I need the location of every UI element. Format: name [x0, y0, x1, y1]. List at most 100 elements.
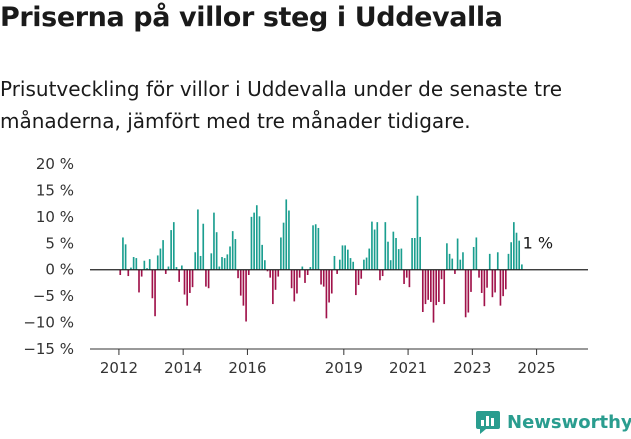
bar — [258, 216, 261, 270]
bar-chart: 20 % 15 % 10 % 5 % 0 % −5 % −10 % −15 % 2012 2014… — [23, 155, 588, 377]
bar — [480, 269, 483, 293]
bar — [266, 269, 269, 272]
bar — [355, 269, 357, 296]
bar — [454, 269, 456, 274]
bar — [413, 238, 416, 270]
bar — [223, 258, 226, 270]
bar — [478, 269, 480, 278]
bar — [138, 269, 140, 293]
bar — [432, 269, 435, 323]
bar — [513, 222, 515, 270]
bar — [333, 255, 336, 270]
x-tick-label: 2019 — [325, 359, 363, 377]
bar — [140, 269, 143, 277]
x-tick-label: 2014 — [164, 359, 202, 377]
bar — [338, 259, 341, 270]
bar — [298, 269, 301, 278]
bar — [143, 260, 146, 270]
bar — [384, 222, 387, 270]
bar — [191, 269, 194, 288]
bar — [381, 269, 384, 277]
bar — [164, 269, 167, 274]
bar — [277, 269, 280, 277]
bar — [424, 269, 427, 305]
bar — [504, 269, 507, 290]
bar — [368, 248, 371, 270]
bar — [438, 269, 440, 302]
bar — [363, 259, 365, 270]
bar — [218, 266, 221, 270]
bar — [199, 255, 202, 270]
bar — [446, 243, 448, 270]
bar — [296, 269, 298, 294]
newsworthy-logo-icon — [476, 411, 500, 434]
chart-subtitle: Prisutveckling för villor i Uddevalla un… — [0, 77, 563, 133]
bar — [392, 231, 395, 270]
bar — [496, 252, 499, 270]
bar — [202, 223, 205, 270]
y-tick-label: 20 % — [36, 155, 74, 173]
y-tick-label: −10 % — [23, 314, 74, 332]
bar — [172, 222, 175, 270]
bar — [371, 221, 373, 270]
chart-title: Priserna på villor steg i Uddevalla — [0, 2, 503, 33]
x-tick-label: 2025 — [517, 359, 555, 377]
y-tick-label: −5 % — [33, 287, 74, 305]
bar — [239, 269, 242, 296]
bar — [274, 269, 277, 290]
bar — [430, 269, 432, 302]
bar — [494, 269, 496, 293]
bar — [400, 248, 403, 270]
x-tick-label: 2012 — [100, 359, 138, 377]
bar — [272, 269, 274, 305]
bar — [119, 269, 122, 275]
bar — [156, 255, 159, 270]
bar — [448, 253, 451, 270]
bar — [376, 222, 379, 270]
bar — [148, 259, 151, 270]
bar — [167, 266, 170, 270]
brand-name: Newsworthy — [507, 411, 631, 433]
bar — [373, 229, 376, 270]
bar — [261, 244, 263, 270]
bar — [306, 269, 309, 275]
bar — [405, 269, 408, 278]
bar — [301, 266, 304, 270]
bar — [314, 224, 317, 270]
bar — [264, 260, 266, 270]
bar — [328, 269, 330, 303]
bar — [462, 252, 464, 270]
bar — [456, 238, 459, 270]
bar — [451, 258, 454, 270]
bar — [389, 260, 392, 270]
bar — [226, 254, 229, 270]
bar — [269, 269, 272, 278]
bar — [464, 269, 467, 318]
y-tick-label: −15 % — [23, 340, 74, 358]
bar — [499, 269, 502, 306]
bar — [387, 241, 389, 270]
bar — [245, 269, 247, 322]
bar — [395, 238, 397, 270]
bar — [475, 237, 478, 270]
bar — [213, 212, 215, 270]
bar — [247, 269, 250, 275]
bar — [330, 269, 333, 294]
bar — [242, 269, 245, 306]
bar — [229, 246, 231, 270]
bar — [215, 232, 218, 270]
bar — [483, 269, 486, 307]
bar — [221, 257, 223, 270]
bar — [357, 269, 360, 286]
bar — [181, 265, 183, 270]
bar — [347, 249, 349, 270]
bar — [124, 244, 127, 270]
bar — [122, 237, 124, 270]
bar — [403, 269, 405, 284]
bar — [344, 245, 346, 270]
bar — [320, 269, 322, 285]
bar — [411, 238, 413, 270]
bar — [255, 205, 258, 270]
bar — [183, 269, 186, 295]
bar — [285, 199, 288, 270]
